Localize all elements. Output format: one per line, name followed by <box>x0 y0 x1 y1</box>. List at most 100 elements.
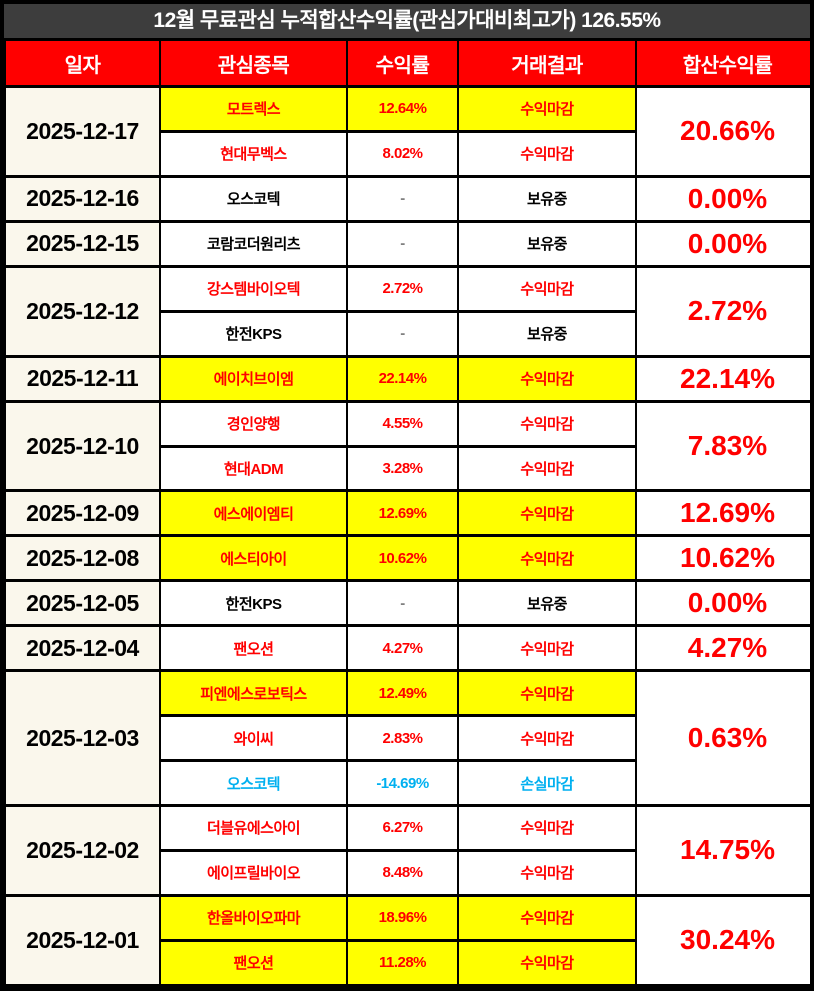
return-rate-cell: 22.14% <box>346 354 459 403</box>
trade-result-cell: 수익마감 <box>457 129 637 178</box>
date-cell: 2025-12-01 <box>4 893 161 987</box>
return-rate-cell: 2.72% <box>346 264 459 313</box>
date-cell: 2025-12-04 <box>4 624 161 673</box>
return-rate-cell: - <box>346 309 459 358</box>
table-row: 2025-12-16 오스코텍 - 보유중 0.00% <box>4 174 810 223</box>
trade-result-cell: 수익마감 <box>457 893 637 942</box>
table-row: 현대ADM 3.28% 수익마감 <box>5 444 810 493</box>
date-cell: 2025-12-05 <box>4 579 161 628</box>
return-rate-cell: 6.27% <box>346 804 459 852</box>
total-return-cell: 7.83% <box>635 399 810 493</box>
total-return-cell: 14.75% <box>635 804 810 897</box>
date-cell: 2025-12-15 <box>4 219 161 268</box>
table-row: 한전KPS - 보유중 <box>5 309 810 358</box>
trade-result-cell: 수익마감 <box>457 848 637 897</box>
table-row: 2025-12-08 에스티아이 10.62% 수익마감 10.62% <box>4 534 810 583</box>
date-cell: 2025-12-17 <box>4 85 161 178</box>
return-rate-cell: - <box>346 219 459 268</box>
trade-result-cell: 보유중 <box>457 174 637 223</box>
stock-name-cell: 피엔에스로보틱스 <box>159 669 348 718</box>
return-rate-cell: - <box>346 579 459 628</box>
date-cell: 2025-12-09 <box>4 489 161 538</box>
table-row: 2025-12-05 한전KPS - 보유중 0.00% <box>4 579 810 628</box>
total-return-cell: 0.00% <box>635 579 810 628</box>
trade-result-cell: 수익마감 <box>457 489 637 538</box>
trade-result-cell: 수익마감 <box>457 624 637 673</box>
stock-name-cell: 한올바이오파마 <box>159 893 348 942</box>
date-cell: 2025-12-10 <box>4 399 161 493</box>
stock-name-cell: 한전KPS <box>159 309 348 358</box>
return-rate-cell: 12.49% <box>346 669 459 718</box>
date-cell: 2025-12-11 <box>4 354 161 403</box>
table-row: 오스코텍 -14.69% 손실마감 <box>5 759 810 807</box>
table-row: 2025-12-03 피엔에스로보틱스 12.49% 수익마감 0.63% <box>4 669 810 807</box>
stock-name-cell: 현대무벡스 <box>159 129 348 178</box>
date-cell: 2025-12-02 <box>4 804 161 897</box>
trade-result-cell: 수익마감 <box>457 714 637 763</box>
return-rate-cell: 11.28% <box>346 938 459 987</box>
table-header-row: 일자 관심종목 수익률 거래결과 합산수익률 <box>4 38 810 88</box>
table-row: 2025-12-09 에스에이엠티 12.69% 수익마감 12.69% <box>4 489 810 538</box>
trade-result-cell: 보유중 <box>457 309 637 358</box>
trade-result-cell: 수익마감 <box>457 534 637 583</box>
trade-result-cell: 보유중 <box>457 219 637 268</box>
return-rate-cell: 8.48% <box>346 848 459 897</box>
stock-name-cell: 현대ADM <box>159 444 348 493</box>
total-return-cell: 0.00% <box>635 219 810 268</box>
total-return-cell: 20.66% <box>635 85 810 178</box>
date-cell: 2025-12-08 <box>4 534 161 583</box>
return-rate-cell: -14.69% <box>346 759 459 807</box>
returns-table: 일자 관심종목 수익률 거래결과 합산수익률 2025-12-17 모트렉스 12.64% 수… <box>4 38 810 987</box>
trade-result-cell: 보유중 <box>457 579 637 628</box>
table-row: 팬오션 11.28% 수익마감 <box>5 938 810 987</box>
return-rate-cell: 12.64% <box>346 85 459 133</box>
total-return-cell: 22.14% <box>635 354 810 403</box>
date-cell: 2025-12-12 <box>4 264 161 358</box>
total-return-cell: 2.72% <box>635 264 810 358</box>
return-rate-cell: 18.96% <box>346 893 459 942</box>
stock-name-cell: 에이프릴바이오 <box>159 848 348 897</box>
table-row: 2025-12-02 더블유에스아이 6.27% 수익마감 14.75% <box>4 804 810 897</box>
table-row: 2025-12-17 모트렉스 12.64% 수익마감 20.66% <box>4 85 810 178</box>
stock-name-cell: 에스티아이 <box>159 534 348 583</box>
return-rate-cell: 4.55% <box>346 399 459 448</box>
date-cell: 2025-12-16 <box>4 174 161 223</box>
trade-result-cell: 손실마감 <box>457 759 637 807</box>
stock-name-cell: 에이치브이엠 <box>159 354 348 403</box>
trade-result-cell: 수익마감 <box>457 85 637 133</box>
table-row: 와이씨 2.83% 수익마감 <box>5 714 810 763</box>
return-rate-cell: 2.83% <box>346 714 459 763</box>
total-return-cell: 0.63% <box>635 669 810 807</box>
column-header-4: 합산수익률 <box>635 38 810 88</box>
trade-result-cell: 수익마감 <box>457 354 637 403</box>
stock-name-cell: 더블유에스아이 <box>159 804 348 852</box>
return-rate-cell: 8.02% <box>346 129 459 178</box>
total-return-cell: 10.62% <box>635 534 810 583</box>
total-return-cell: 4.27% <box>635 624 810 673</box>
stock-name-cell: 한전KPS <box>159 579 348 628</box>
table-row: 2025-12-15 코람코더원리츠 - 보유중 0.00% <box>4 219 810 268</box>
date-cell: 2025-12-03 <box>4 669 161 807</box>
table-row: 2025-12-10 경인양행 4.55% 수익마감 7.83% <box>4 399 810 493</box>
stock-name-cell: 오스코텍 <box>159 759 348 807</box>
table-row: 현대무벡스 8.02% 수익마감 <box>5 129 810 178</box>
trade-result-cell: 수익마감 <box>457 669 637 718</box>
table-row: 2025-12-12 강스템바이오텍 2.72% 수익마감 2.72% <box>4 264 810 358</box>
trade-result-cell: 수익마감 <box>457 399 637 448</box>
table-row: 2025-12-11 에이치브이엠 22.14% 수익마감 22.14% <box>4 354 810 403</box>
stock-name-cell: 팬오션 <box>159 938 348 987</box>
stock-name-cell: 에스에이엠티 <box>159 489 348 538</box>
return-rate-cell: 4.27% <box>346 624 459 673</box>
total-return-cell: 12.69% <box>635 489 810 538</box>
stock-name-cell: 강스템바이오텍 <box>159 264 348 313</box>
stock-name-cell: 모트렉스 <box>159 85 348 133</box>
trade-result-cell: 수익마감 <box>457 938 637 987</box>
return-rate-cell: 12.69% <box>346 489 459 538</box>
column-header-1: 관심종목 <box>159 38 348 88</box>
return-rate-cell: 3.28% <box>346 444 459 493</box>
stock-name-cell: 코람코더원리츠 <box>159 219 348 268</box>
stock-name-cell: 팬오션 <box>159 624 348 673</box>
trade-result-cell: 수익마감 <box>457 264 637 313</box>
table-row: 2025-12-01 한올바이오파마 18.96% 수익마감 30.24% <box>4 893 810 987</box>
